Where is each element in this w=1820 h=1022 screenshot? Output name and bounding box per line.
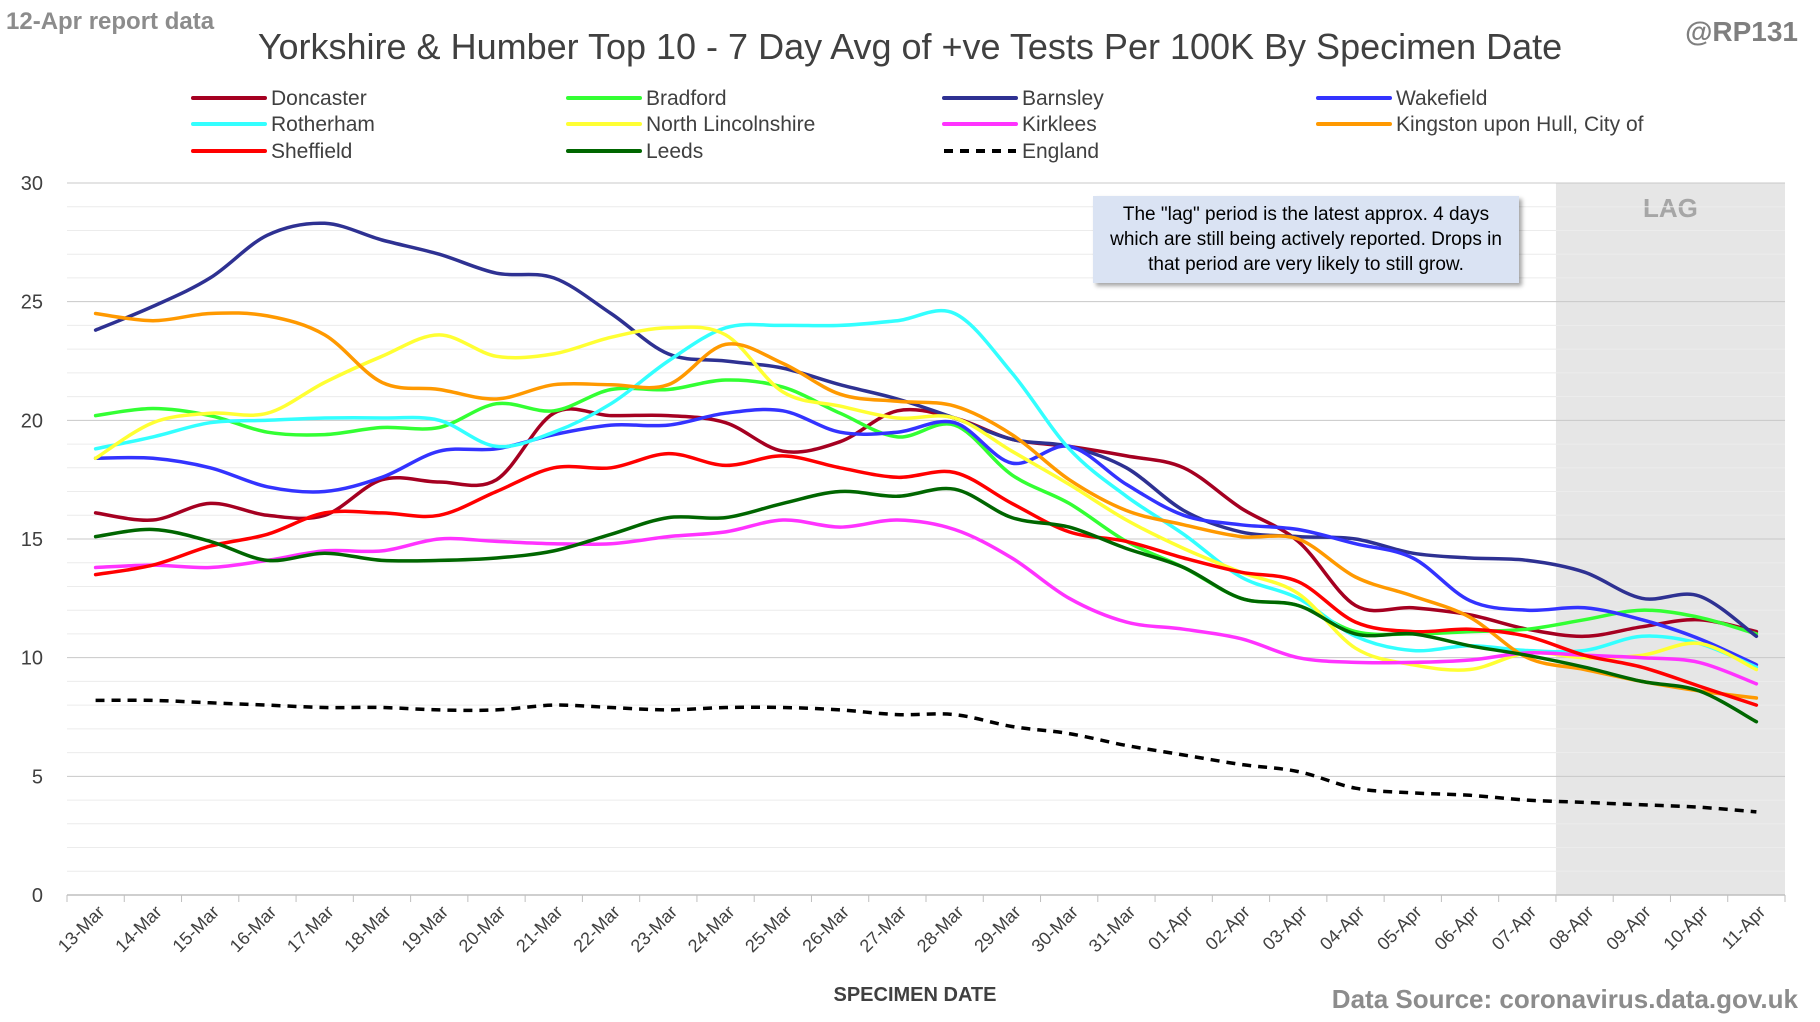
report-date-label: 12-Apr report data (6, 8, 215, 35)
x-tick-label: 24-Mar (684, 902, 738, 956)
x-tick-label: 01-Apr (1144, 902, 1196, 954)
lag-note: The "lag" period is the latest approx. 4… (1093, 196, 1519, 283)
x-tick-label: 28-Mar (913, 902, 967, 956)
legend-label-rotherham: Rotherham (271, 113, 375, 136)
x-tick-label: 25-Mar (741, 902, 795, 956)
series-line-leeds (93, 486, 1759, 724)
x-tick-label: 11-Apr (1718, 902, 1769, 953)
legend-label-england: England (1022, 140, 1099, 163)
series-line-england (95, 698, 1757, 814)
y-tick-label: 0 (32, 885, 43, 907)
x-tick-label: 05-Apr (1373, 902, 1425, 954)
x-tick-label: 09-Apr (1602, 902, 1654, 954)
series-line-bradford (93, 378, 1759, 637)
x-tick-label: 22-Mar (569, 902, 623, 956)
legend-label-wakefield: Wakefield (1396, 87, 1487, 110)
legend-label-north-lincolnshire: North Lincolnshire (646, 113, 815, 136)
x-tick-label: 10-Apr (1660, 902, 1712, 954)
author-handle: @RP131 (1685, 16, 1798, 47)
legend-label-barnsley: Barnsley (1022, 87, 1104, 110)
x-tick-label: 20-Mar (455, 902, 509, 956)
y-tick-label: 15 (21, 529, 43, 551)
legend-label-sheffield: Sheffield (271, 140, 352, 163)
x-tick-label: 23-Mar (627, 902, 681, 956)
legend-label-doncaster: Doncaster (271, 87, 367, 110)
x-tick-label: 03-Apr (1259, 902, 1311, 954)
y-tick-label: 25 (21, 292, 43, 314)
x-tick-label: 08-Apr (1545, 902, 1597, 954)
chart-title: Yorkshire & Humber Top 10 - 7 Day Avg of… (257, 26, 1563, 67)
x-tick-label: 30-Mar (1028, 902, 1082, 956)
series-line-north-lincolnshire (93, 325, 1759, 672)
x-tick-label: 17-Mar (283, 902, 337, 956)
x-tick-label: 04-Apr (1316, 902, 1368, 954)
x-tick-label: 27-Mar (856, 902, 910, 956)
y-tick-label: 5 (32, 766, 43, 788)
x-tick-label: 02-Apr (1201, 902, 1253, 954)
x-tick-label: 18-Mar (340, 902, 394, 956)
series-line-kingston-upon-hull-city-of (93, 311, 1759, 700)
lag-label: LAG (1643, 193, 1698, 223)
y-tick-label: 30 (21, 173, 43, 195)
series-line-kirklees (93, 518, 1759, 686)
x-tick-label: 14-Mar (111, 902, 165, 956)
y-tick-label: 10 (21, 648, 43, 670)
series-line-sheffield (93, 451, 1759, 707)
legend-label-leeds: Leeds (646, 140, 703, 163)
x-tick-label: 07-Apr (1488, 902, 1540, 954)
x-tick-label: 16-Mar (226, 902, 280, 956)
y-tick-label: 20 (21, 410, 43, 432)
x-axis-title: SPECIMEN DATE (833, 984, 997, 1006)
x-tick-label: 15-Mar (169, 902, 223, 956)
series-line-doncaster (93, 407, 1759, 639)
legend-label-kingston-upon-hull-city-of: Kingston upon Hull, City of (1396, 113, 1644, 136)
x-tick-label: 21-Mar (512, 902, 566, 956)
series-line-barnsley (93, 221, 1759, 639)
x-tick-label: 13-Mar (54, 902, 108, 956)
x-tick-label: 19-Mar (398, 902, 452, 956)
series-line-wakefield (93, 407, 1759, 667)
legend-label-bradford: Bradford (646, 87, 727, 110)
data-source-label: Data Source: coronavirus.data.gov.uk (1331, 984, 1798, 1014)
x-tick-label: 06-Apr (1431, 902, 1483, 954)
x-tick-label: 29-Mar (970, 902, 1024, 956)
legend-label-kirklees: Kirklees (1022, 113, 1097, 136)
x-tick-label: 31-Mar (1085, 902, 1139, 956)
x-tick-label: 26-Mar (798, 902, 852, 956)
